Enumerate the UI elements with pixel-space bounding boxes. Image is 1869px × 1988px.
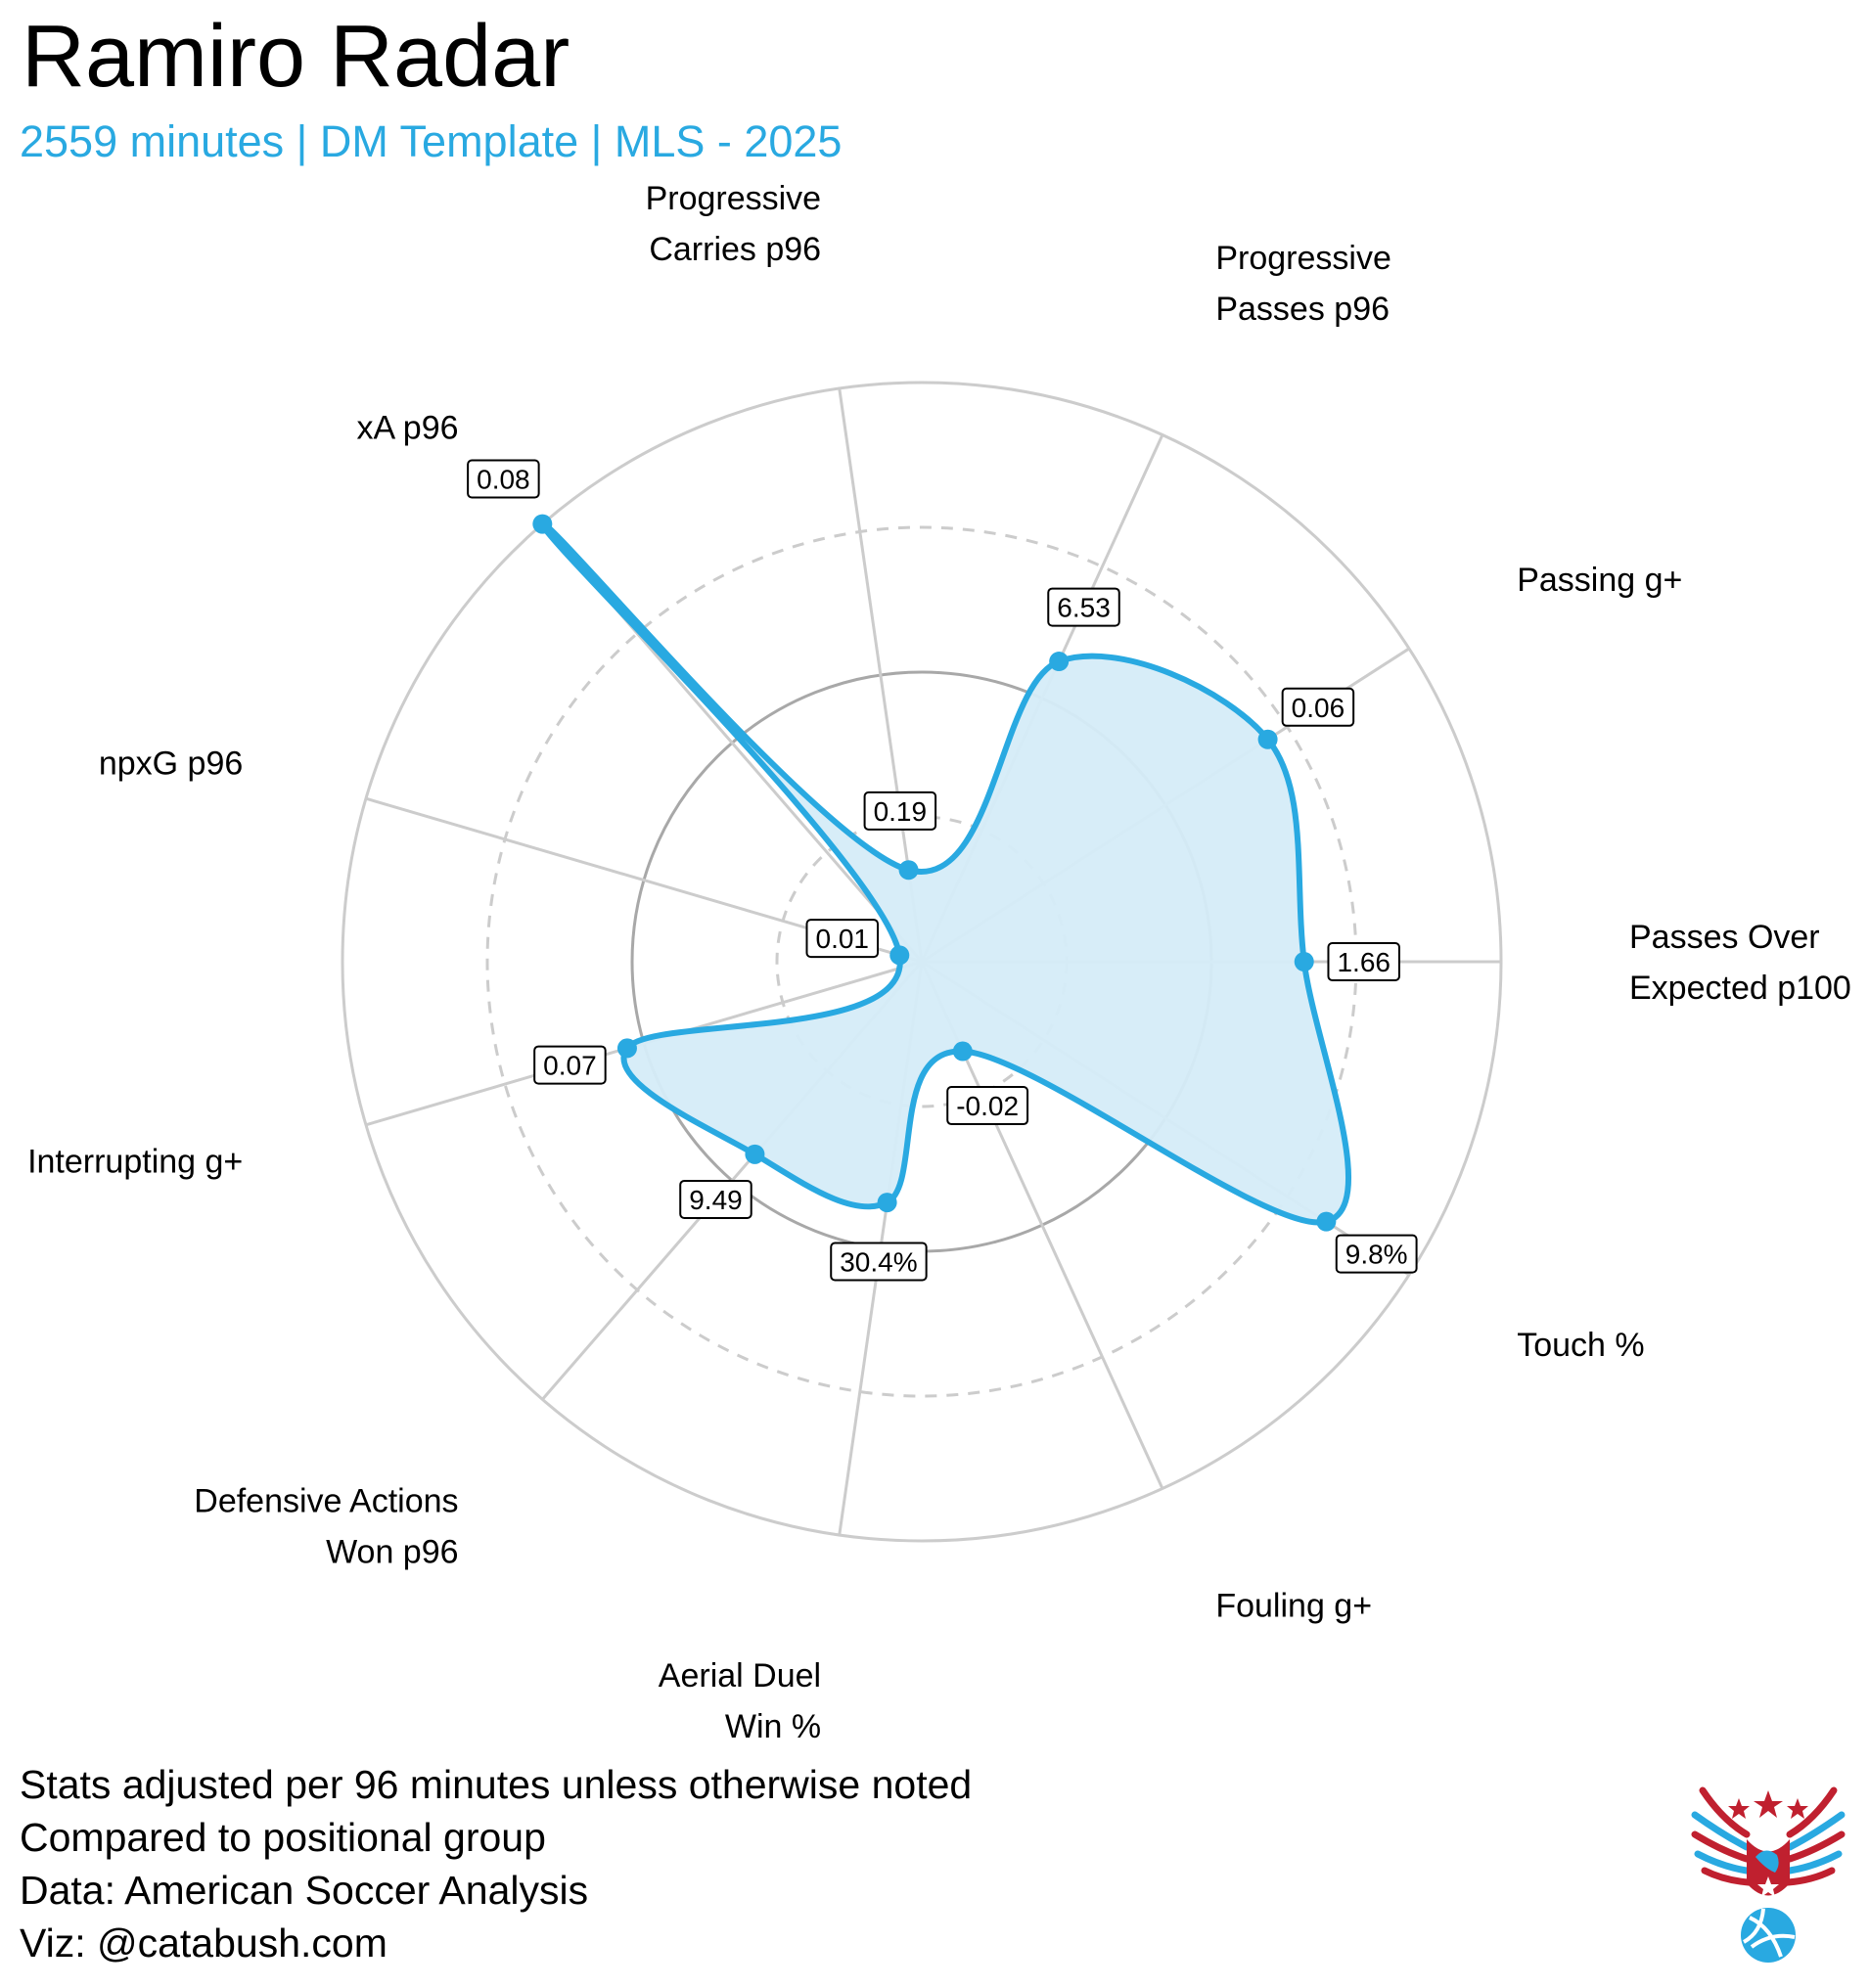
axis-label-line: Expected p100 <box>1629 970 1851 1007</box>
wings-icon <box>1691 1786 1846 1886</box>
footer-line: Stats adjusted per 96 minutes unless oth… <box>20 1762 972 1807</box>
stars-icon <box>1728 1790 1808 1819</box>
axis-label: Aerial Duel Win % <box>659 1657 821 1745</box>
axis-label-line: xA p96 <box>357 410 459 447</box>
axis-label-line: Passes p96 <box>1215 291 1390 328</box>
axis-label: Fouling g+ <box>1215 1588 1372 1625</box>
value-label-text: -0.02 <box>956 1091 1019 1121</box>
axis-label-line: Interrupting g+ <box>27 1144 243 1181</box>
data-point <box>1316 1211 1337 1232</box>
chart-title: Ramiro Radar <box>22 8 570 106</box>
data-point <box>889 945 910 966</box>
value-label-text: 0.07 <box>543 1051 597 1081</box>
eagle-head-icon <box>1755 1850 1779 1873</box>
value-label-text: 30.4% <box>840 1246 917 1277</box>
axis-label-line: Progressive <box>646 180 822 217</box>
axis-label-line: Win % <box>725 1708 821 1745</box>
data-point <box>1294 952 1314 971</box>
value-label: 6.53 <box>1047 587 1120 627</box>
axis-label-line: Progressive <box>1215 240 1391 277</box>
footer-line: Data: American Soccer Analysis <box>20 1868 588 1913</box>
value-label: 30.4% <box>830 1242 928 1282</box>
value-label-text: 9.8% <box>1345 1240 1408 1270</box>
axis-label-line: npxG p96 <box>99 745 243 782</box>
value-label-text: 0.01 <box>816 924 870 954</box>
value-label-text: 0.08 <box>477 464 530 494</box>
value-labels: 1.66 9.8% -0.02 30.4% 9.49 0.07 0.01 0.08 0.19 6.… <box>467 459 1418 1282</box>
value-label: 9.49 <box>679 1179 752 1219</box>
value-label: -0.02 <box>946 1086 1029 1126</box>
axis-label: Defensive Actions Won p96 <box>194 1483 458 1571</box>
data-point <box>898 860 919 881</box>
axis-labels: Passes Over Expected p100 Touch % Fouling g… <box>27 180 1851 1745</box>
axis-label-line: Carries p96 <box>649 231 821 268</box>
value-label: 0.08 <box>467 459 540 499</box>
radar-area <box>539 520 1351 1226</box>
chart-subtitle: 2559 minutes | DM Template | MLS - 2025 <box>20 116 842 166</box>
data-point <box>952 1041 973 1062</box>
axis-label: xA p96 <box>357 410 459 447</box>
value-label: 0.01 <box>805 919 880 959</box>
value-label: 0.07 <box>533 1045 607 1085</box>
value-label-text: 6.53 <box>1057 593 1111 623</box>
axis-label-line: Passes Over <box>1629 919 1820 956</box>
data-point <box>1257 729 1278 749</box>
data-point <box>745 1144 765 1164</box>
value-label: 1.66 <box>1327 942 1400 981</box>
axis-label-line: Touch % <box>1517 1327 1644 1364</box>
footer-line: Compared to positional group <box>20 1815 546 1860</box>
data-point <box>616 1038 637 1059</box>
footer: Stats adjusted per 96 minutes unless oth… <box>20 1762 972 1965</box>
value-label-text: 9.49 <box>689 1185 743 1215</box>
axis-label: Interrupting g+ <box>27 1144 243 1181</box>
value-label: 0.19 <box>863 791 937 831</box>
axis-label-line: Defensive Actions <box>194 1483 458 1520</box>
footer-line: Viz: @catabush.com <box>20 1920 387 1965</box>
axis-label-line: Aerial Duel <box>659 1657 821 1694</box>
axis-label: Progressive Passes p96 <box>1215 240 1391 328</box>
value-label: 0.06 <box>1281 687 1355 727</box>
value-label: 9.8% <box>1335 1234 1418 1274</box>
axis-label-line: Fouling g+ <box>1215 1588 1372 1625</box>
axis-label: Passing g+ <box>1517 562 1682 599</box>
data-point <box>877 1193 897 1213</box>
value-label-text: 1.66 <box>1337 947 1390 977</box>
value-label-text: 0.06 <box>1292 693 1345 723</box>
data-point <box>1049 652 1070 672</box>
axis-label: Passes Over Expected p100 <box>1629 919 1851 1007</box>
axis-label: Progressive Carries p96 <box>646 180 822 268</box>
eagle-volleyball-logo <box>1691 1786 1846 1963</box>
axis-label: npxG p96 <box>99 745 243 782</box>
radar-shape <box>532 514 1351 1232</box>
axis-label-line: Won p96 <box>326 1534 458 1571</box>
axis-label-line: Passing g+ <box>1517 562 1682 599</box>
value-label-text: 0.19 <box>874 796 928 827</box>
data-point <box>532 514 553 534</box>
axis-label: Touch % <box>1517 1327 1644 1364</box>
